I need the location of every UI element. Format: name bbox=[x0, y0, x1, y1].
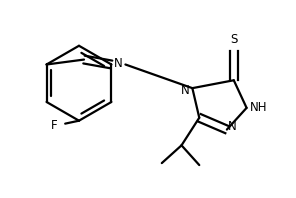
Text: S: S bbox=[230, 33, 237, 46]
Text: F: F bbox=[51, 119, 57, 132]
Text: N: N bbox=[181, 84, 189, 97]
Text: NH: NH bbox=[250, 101, 267, 114]
Text: N: N bbox=[228, 120, 237, 132]
Text: N: N bbox=[114, 57, 122, 70]
